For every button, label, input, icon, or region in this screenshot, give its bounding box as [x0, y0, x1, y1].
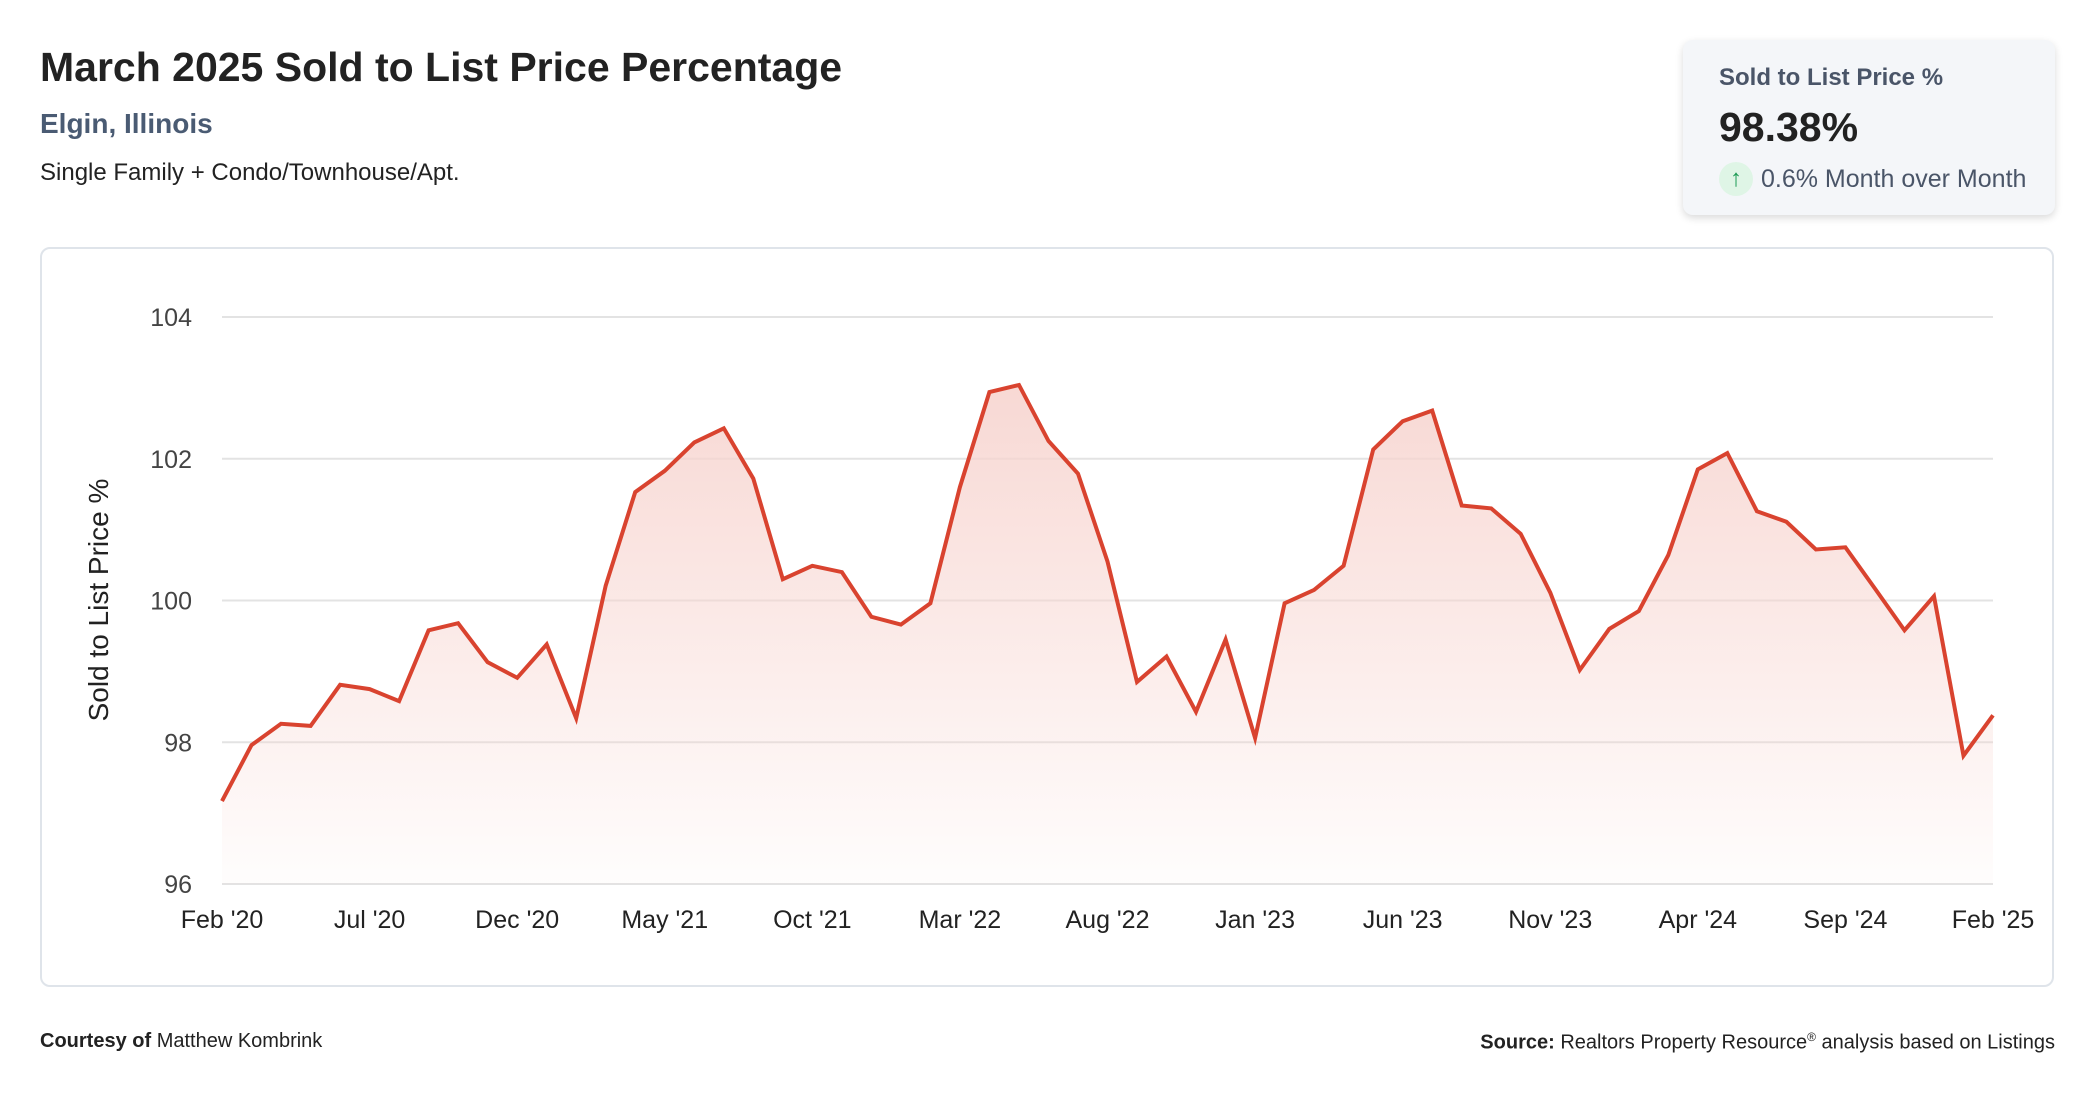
chart-card: [40, 247, 2054, 987]
x-tick-label: Apr '24: [1659, 906, 1738, 934]
source-label: Source:: [1480, 1031, 1555, 1054]
x-tick-label: May '21: [621, 906, 708, 934]
y-tick-label: 98: [164, 729, 192, 757]
x-tick-label: Jul '20: [334, 906, 405, 934]
line-chart: 96 98 100 102 104 Feb '20 Jul '20 Dec '20 May '2…: [83, 304, 2035, 934]
y-tick-label: 96: [164, 871, 192, 899]
kpi-change-text: 0.6% Month over Month: [1761, 164, 2027, 193]
property-type-description: Single Family + Condo/Townhouse/Apt.: [40, 159, 460, 186]
x-tick-label: Feb '20: [181, 906, 264, 934]
x-tick-label: Mar '22: [919, 906, 1002, 934]
kpi-change: ↑ 0.6% Month over Month: [1719, 162, 2026, 196]
x-tick-label: Jun '23: [1363, 906, 1443, 934]
source-note: Source: Realtors Property Resource® anal…: [1480, 1030, 2055, 1055]
arrow-up-icon: ↑: [1719, 162, 1753, 196]
x-tick-label: Feb '25: [1952, 906, 2035, 934]
y-tick-label: 102: [150, 446, 192, 474]
location-subtitle: Elgin, Illinois: [40, 108, 213, 139]
x-tick-label: Nov '23: [1508, 906, 1592, 934]
courtesy-label: Courtesy of: [40, 1030, 152, 1052]
page-title: March 2025 Sold to List Price Percentage: [40, 44, 843, 90]
courtesy-note: Courtesy of Matthew Kombrink: [40, 1030, 322, 1053]
area-fill: [222, 385, 1993, 884]
y-tick-label: 104: [150, 304, 192, 332]
x-tick-label: Sep '24: [1803, 906, 1887, 934]
x-tick-label: Aug '22: [1065, 906, 1149, 934]
registered-mark: ®: [1807, 1030, 1816, 1044]
source-suffix: analysis based on Listings: [1815, 1031, 2056, 1054]
y-axis-label: Sold to List Price %: [83, 479, 114, 722]
x-tick-label: Oct '21: [773, 906, 851, 934]
kpi-value: 98.38%: [1719, 104, 1859, 150]
courtesy-name: Matthew Kombrink: [156, 1030, 323, 1052]
kpi-label: Sold to List Price %: [1719, 64, 1944, 91]
source-text: Realtors Property Resource: [1560, 1031, 1808, 1054]
y-tick-label: 100: [150, 588, 192, 616]
kpi-card: Sold to List Price % 98.38% ↑ 0.6% Month…: [1683, 40, 2055, 215]
x-tick-label: Jan '23: [1215, 906, 1295, 934]
x-tick-label: Dec '20: [475, 906, 559, 934]
